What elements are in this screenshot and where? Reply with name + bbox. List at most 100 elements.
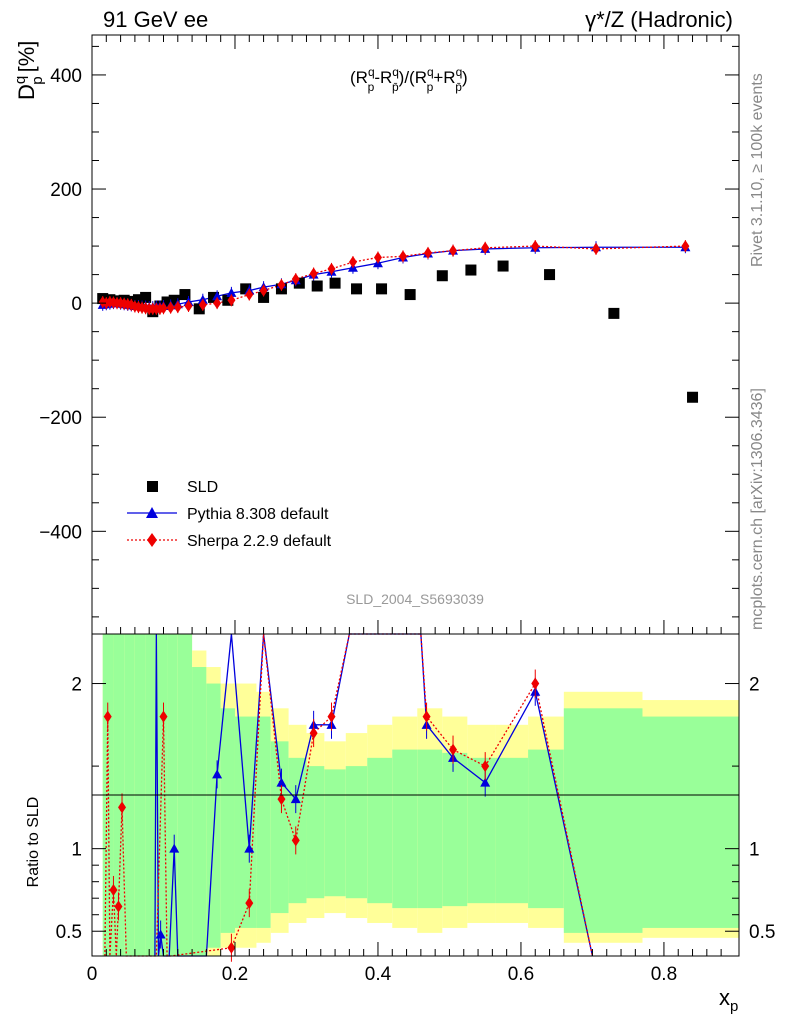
ratio-band-green	[234, 716, 257, 928]
sherpa-ratio-point	[291, 834, 300, 847]
legend-marker-sld	[147, 481, 158, 492]
sherpa-data-point	[198, 298, 207, 311]
pythia-ratio-point	[480, 777, 491, 787]
ratio-y-tick-label-right: 1	[749, 840, 760, 861]
sherpa-data-point	[184, 299, 193, 312]
ratio-band-green	[467, 757, 496, 904]
ratio-band-green	[392, 749, 418, 909]
legend: SLD Pythia 8.308 default Sherpa 2.2.9 de…	[127, 479, 332, 550]
sld-data-point	[240, 283, 252, 295]
pythia-ratio-point	[276, 777, 287, 787]
sherpa-data-point	[424, 246, 433, 259]
ratio-band-green	[367, 757, 393, 904]
x-tick-label: 0.4	[365, 964, 392, 985]
sherpa-ratio-point	[118, 801, 127, 814]
mcplots-label: mcplots.cern.ch [arXiv:1306.3436]	[749, 388, 766, 630]
x-tick-label: 0.8	[651, 964, 677, 985]
sherpa-data-point	[159, 302, 168, 315]
sherpa-data-point	[449, 244, 458, 257]
sherpa-ratio-point	[227, 941, 236, 954]
ratio-band-green	[206, 683, 221, 948]
pythia-ratio-point	[244, 843, 255, 853]
ratio-band-green	[417, 749, 443, 909]
sherpa-data-point	[245, 288, 254, 301]
ratio-band-green	[563, 708, 643, 933]
ratio-band-green	[192, 667, 207, 956]
legend-marker-sherpa	[147, 533, 157, 547]
ratio-band-green	[256, 716, 271, 928]
sld-data-point	[208, 291, 220, 303]
sherpa-ratio-point	[422, 710, 431, 723]
ratio-series-points	[103, 669, 541, 962]
x-tick-label: 0.2	[222, 964, 248, 985]
sld-data-point	[376, 283, 388, 295]
sld-data-point	[258, 291, 270, 303]
sherpa-data-point	[213, 297, 222, 310]
sherpa-data-point	[681, 240, 690, 253]
legend-marker-pythia	[146, 507, 158, 518]
main-series-points	[97, 240, 699, 403]
sld-data-point	[608, 307, 620, 319]
pythia-data-point	[226, 287, 237, 297]
ratio-uncertainty-bands	[102, 634, 739, 956]
sld-data-point	[329, 277, 341, 289]
sherpa-data-point	[398, 250, 407, 263]
main-y-tick-label: 0	[71, 294, 82, 315]
ratio-band-green	[220, 708, 235, 933]
sld-data-point	[404, 289, 416, 301]
sld-data-point	[497, 260, 509, 272]
x-tick-label: 0	[87, 964, 98, 985]
sherpa-data-point	[481, 241, 490, 254]
ratio-band-green	[288, 757, 307, 904]
sherpa-data-point	[173, 301, 182, 314]
sld-data-point	[687, 391, 699, 403]
sherpa-ratio-point	[277, 793, 286, 806]
ratio-y-tick-label: 2	[71, 675, 82, 696]
ratio-band-green	[642, 716, 739, 928]
main-y-axis-label: Dqp[%]	[12, 41, 46, 100]
sherpa-data-point	[277, 278, 286, 291]
sherpa-data-point	[373, 251, 382, 264]
sld-data-point	[193, 303, 205, 315]
sherpa-ratio-point	[327, 710, 336, 723]
rivet-label: Rivet 3.1.10, ≥ 100k events	[749, 73, 766, 267]
ratio-y-axis-label: Ratio to SLD	[25, 797, 42, 888]
legend-label-sld: SLD	[187, 479, 218, 496]
main-y-tick-label: 200	[50, 180, 82, 201]
sld-data-point	[168, 294, 180, 306]
sld-data-point	[311, 280, 323, 292]
right-title: γ*/Z (Hadronic)	[585, 7, 733, 32]
sld-data-point	[132, 294, 144, 306]
main-y-tick-label: −400	[39, 522, 82, 543]
sherpa-data-point	[309, 267, 318, 280]
ratio-band-green	[345, 766, 368, 899]
pythia-data-point	[212, 291, 223, 301]
sherpa-data-point	[259, 284, 268, 297]
sherpa-data-point	[531, 240, 540, 253]
sherpa-ratio-point	[481, 760, 490, 773]
sld-data-point	[179, 289, 191, 301]
axis-tick-labels: −400 −200 0 200 400 0 0.2 0.4 0.6 0.8 0.5 0.5 1 1 2 2	[39, 66, 775, 985]
pythia-ratio-point	[169, 843, 180, 853]
sld-data-point	[436, 270, 448, 282]
ratio-band-green	[324, 769, 346, 897]
sherpa-data-point	[327, 262, 336, 275]
sld-data-point	[465, 264, 477, 276]
analysis-watermark: SLD_2004_S5693039	[346, 591, 484, 607]
x-tick-label: 0.6	[508, 964, 534, 985]
ratio-y-tick-label-right: 2	[749, 675, 760, 696]
sherpa-data-point	[592, 242, 601, 255]
sherpa-ratio-point	[309, 727, 318, 740]
sherpa-ratio-point	[245, 897, 254, 910]
left-title: 91 GeV ee	[103, 7, 208, 32]
sherpa-ratio-point	[114, 900, 123, 913]
axis-ticks	[91, 35, 739, 956]
ratio-y-tick-label: 1	[71, 840, 82, 861]
sld-data-point	[544, 269, 556, 281]
ratio-band-green	[306, 766, 325, 899]
sherpa-data-point	[166, 301, 175, 314]
ratio-y-tick-label: 0.5	[56, 922, 82, 943]
legend-label-pythia: Pythia 8.308 default	[187, 506, 329, 523]
sherpa-data-point	[227, 294, 236, 307]
